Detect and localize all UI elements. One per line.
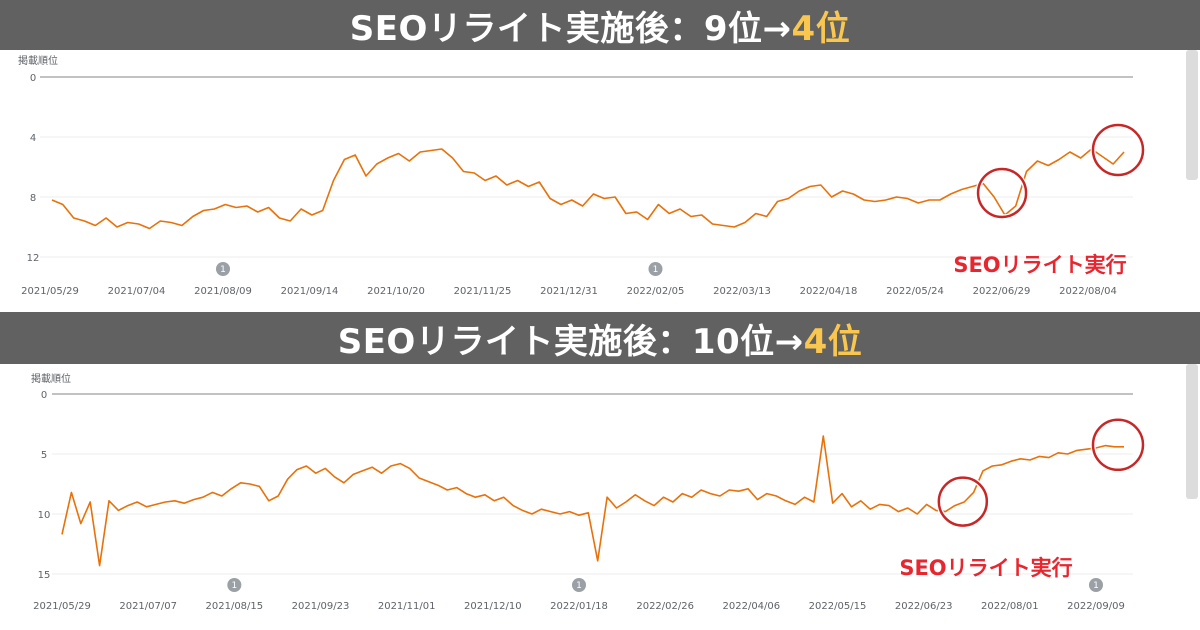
annotation-marker-label: 1: [220, 265, 226, 275]
chart-2-title-banner: SEOリライト実施後：10位→ 4位: [0, 312, 1200, 364]
y-tick-label: 0: [41, 390, 47, 401]
x-tick-label: 2022/08/04: [1059, 286, 1117, 297]
x-tick-label: 2022/03/13: [713, 286, 771, 297]
x-tick-label: 2022/02/05: [627, 286, 685, 297]
annotation-marker-label: 1: [231, 581, 237, 591]
annotation-marker-label: 1: [576, 581, 582, 591]
annotation-marker-label: 1: [653, 265, 659, 275]
annotation-marker: [648, 262, 663, 276]
chart-2-scrollbar[interactable]: [1186, 364, 1198, 499]
y-tick-label: 5: [41, 450, 47, 461]
y-tick-label: 4: [30, 133, 36, 144]
x-tick-label: 2021/05/29: [21, 286, 79, 297]
current-rank-circle: [1091, 123, 1145, 177]
rewrite-annotation: SEOリライト実行: [953, 253, 1126, 277]
chart-1-scrollbar[interactable]: [1186, 50, 1198, 180]
current-rank-circle: [1091, 418, 1145, 472]
x-tick-label: 2022/04/06: [723, 601, 781, 612]
chart-1-panel: 掲載順位 0 4 8 12 2021/05/29 2021/07/04 2021/08/09 2…: [0, 50, 1200, 312]
y-axis-label: 掲載順位: [18, 54, 58, 67]
x-tick-label: 2022/05/24: [886, 286, 944, 297]
x-tick-label: 2021/08/15: [206, 601, 264, 612]
x-tick-label: 2021/09/14: [281, 286, 339, 297]
y-axis-label: 掲載順位: [31, 372, 71, 385]
x-tick-label: 2021/12/31: [540, 286, 598, 297]
x-tick-label: 2022/09/09: [1067, 601, 1125, 612]
ranking-series-line: [51, 148, 1125, 230]
annotation-marker: [1089, 578, 1103, 592]
x-tick-label: 2022/04/18: [800, 286, 858, 297]
x-tick-label: 2022/05/15: [809, 601, 867, 612]
banner-1-prefix: SEOリライト実施後：9位→: [349, 8, 792, 49]
annotation-marker-label: 1: [1093, 581, 1099, 591]
x-tick-label: 2022/02/26: [636, 601, 694, 612]
annotation-marker: [216, 262, 230, 276]
chart-2-svg: 掲載順位 0 5 10 15 2021/05/29 2021/07/07 2021/08/15…: [31, 372, 1146, 612]
x-tick-label: 2021/07/04: [108, 286, 166, 297]
x-tick-label: 2021/07/07: [119, 601, 177, 612]
chart-1-title-banner: SEOリライト実施後：9位→ 4位: [0, 0, 1200, 50]
x-tick-label: 2021/05/29: [33, 601, 91, 612]
x-tick-label: 2021/09/23: [292, 601, 350, 612]
x-tick-label: 2022/06/29: [973, 286, 1031, 297]
y-tick-label: 15: [38, 570, 51, 581]
banner-2-prefix: SEOリライト実施後：10位→: [337, 321, 804, 362]
banner-1-highlight: 4位: [791, 8, 851, 49]
annotation-marker: [572, 578, 586, 592]
x-tick-label: 2021/10/20: [367, 286, 425, 297]
annotation-marker: [227, 578, 242, 592]
x-tick-label: 2021/08/09: [194, 286, 252, 297]
rewrite-annotation: SEOリライト実行: [899, 556, 1072, 580]
rewrite-start-circle: [937, 476, 989, 527]
banner-2-highlight: 4位: [803, 321, 863, 362]
x-tick-label: 2022/01/18: [550, 601, 608, 612]
x-tick-label: 2022/08/01: [981, 601, 1039, 612]
y-tick-label: 0: [30, 73, 36, 84]
x-tick-label: 2021/11/25: [454, 286, 512, 297]
x-tick-label: 2021/12/10: [464, 601, 522, 612]
x-tick-label: 2021/11/01: [378, 601, 436, 612]
y-tick-label: 10: [38, 510, 51, 521]
y-tick-label: 8: [30, 193, 36, 204]
x-tick-label: 2022/06/23: [895, 601, 953, 612]
ranking-series-line: [61, 435, 1124, 567]
rewrite-start-circle: [976, 167, 1028, 219]
y-tick-label: 12: [27, 253, 40, 264]
chart-2-panel: 掲載順位 0 5 10 15 2021/05/29 2021/07/07 2021/08/15…: [0, 364, 1200, 630]
chart-1-svg: 掲載順位 0 4 8 12 2021/05/29 2021/07/04 2021/08/09 2…: [18, 54, 1146, 297]
